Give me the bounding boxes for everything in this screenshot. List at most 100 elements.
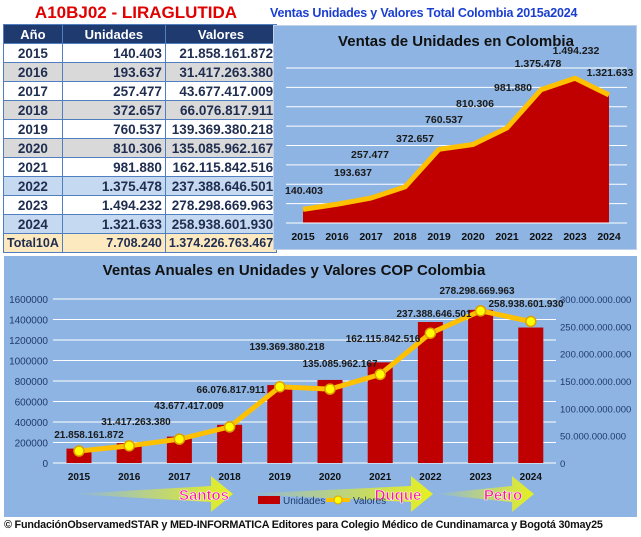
drug-title: A10BJ02 - LIRAGLUTIDA (34, 3, 238, 22)
cell-values: 258.938.601.930 (164, 214, 278, 234)
x-tick-label: 2022 (419, 472, 442, 483)
x-tick-label: 2021 (369, 472, 392, 483)
cell-units: 140.403 (61, 43, 166, 63)
cell-units: 257.477 (61, 81, 166, 101)
data-label: 257.477 (351, 149, 389, 161)
cell-year: 2023 (3, 195, 63, 215)
legend-valores-marker (333, 495, 343, 505)
units-values-combo-chart: Ventas Anuales en Unidades y Valores COP… (4, 256, 637, 517)
data-label: 1.494.232 (553, 45, 600, 57)
data-label: 1.321.633 (587, 67, 634, 79)
cell-year: 2019 (3, 119, 63, 139)
area-point-2024 (599, 95, 619, 223)
area-point-2018 (395, 187, 415, 223)
left-tick-label: 800000 (15, 377, 49, 388)
col-year: Año (3, 24, 63, 44)
table-row: 2022 1.375.478 237.388.646.501 (3, 176, 278, 196)
valores-marker-2015 (73, 445, 85, 457)
units-area-chart: Ventas de Unidades en Colombia 140.403 201… (273, 25, 637, 250)
cell-year: 2017 (3, 81, 63, 101)
x-tick-label: 2016 (325, 231, 349, 243)
cell-values: 237.388.646.501 (164, 176, 278, 196)
annotation-petro: Petro (484, 487, 522, 504)
cell-year: 2024 (3, 214, 63, 234)
legend-unidades-swatch (258, 496, 280, 504)
table-row: 2024 1.321.633 258.938.601.930 (3, 214, 278, 234)
x-tick-label: 2015 (291, 231, 315, 243)
data-label: 1.375.478 (515, 58, 562, 70)
cell-values: 135.085.962.167 (164, 138, 278, 158)
total-units: 7.708.240 (61, 233, 166, 253)
data-label: 43.677.417.009 (154, 401, 224, 412)
legend-valores-label: Valores (353, 496, 386, 507)
data-label: 760.537 (425, 114, 463, 126)
left-tick-label: 1000000 (9, 357, 48, 368)
cell-year: 2015 (3, 43, 63, 63)
units-line (302, 75, 611, 212)
chart-title: Ventas de Unidades en Colombia (338, 33, 575, 50)
left-tick-label: 400000 (15, 418, 49, 429)
cell-units: 1.375.478 (61, 176, 166, 196)
bar-unidades-2022 (417, 322, 443, 463)
x-tick-label: 2023 (563, 231, 587, 243)
bar-unidades-2023 (468, 309, 494, 463)
cell-year: 2020 (3, 138, 63, 158)
legend-unidades-label: Unidades (283, 496, 325, 507)
combo-svg: Ventas Anuales en Unidades y Valores COP… (9, 262, 631, 512)
sales-table: Año Unidades Valores 2015 140.403 21.858.1… (3, 24, 278, 253)
cell-values: 31.417.263.380 (164, 62, 278, 82)
left-tick-label: 1600000 (9, 295, 48, 306)
x-tick-label: 2020 (319, 472, 342, 483)
area-point-2019 (429, 149, 449, 223)
bar-unidades-2019 (267, 385, 293, 463)
left-tick-label: 1400000 (9, 316, 48, 327)
data-label: 66.076.817.911 (197, 385, 266, 396)
data-label: 140.403 (285, 185, 323, 197)
x-tick-label: 2023 (469, 472, 492, 483)
table-row: 2019 760.537 139.369.380.218 (3, 119, 278, 139)
area-point-2015 (293, 209, 313, 223)
cell-units: 372.657 (61, 100, 166, 120)
right-tick-label: 100.000.000.000 (560, 404, 631, 415)
table-row: 2015 140.403 21.858.161.872 (3, 43, 278, 63)
table-row: 2017 257.477 43.677.417.009 (3, 81, 278, 101)
data-label: 162.115.842.516 (346, 334, 421, 345)
table-row: 2018 372.657 66.076.817.911 (3, 100, 278, 120)
arrow-duque (241, 476, 433, 512)
left-tick-label: 0 (42, 459, 48, 470)
table-row: 2023 1.494.232 278.298.669.963 (3, 195, 278, 215)
area-point-2016 (327, 204, 347, 223)
data-label: 193.637 (334, 167, 372, 179)
valores-marker-2016 (123, 440, 135, 452)
area-point-2022 (531, 90, 551, 223)
section-title: Ventas Unidades y Valores Total Colombia… (270, 6, 578, 20)
valores-marker-2023 (474, 305, 487, 317)
cell-values: 278.298.669.963 (164, 195, 278, 215)
units-area-svg: Ventas de Unidades en Colombia 140.403 201… (285, 33, 634, 243)
data-label: 139.369.380.218 (249, 342, 325, 353)
cell-values: 21.858.161.872 (164, 43, 278, 63)
x-tick-label: 2018 (393, 231, 417, 243)
area-point-2017 (361, 198, 381, 223)
valores-marker-2022 (424, 327, 437, 339)
cell-units: 193.637 (61, 62, 166, 82)
x-tick-label: 2020 (461, 231, 485, 243)
x-tick-label: 2024 (597, 231, 621, 243)
right-tick-label: 0 (560, 459, 565, 470)
left-tick-label: 600000 (15, 398, 49, 409)
total-label: Total10A (3, 233, 63, 253)
x-tick-label: 2022 (529, 231, 553, 243)
data-label: 135.085.962.167 (302, 359, 378, 370)
table-row: 2021 981.880 162.115.842.516 (3, 157, 278, 177)
x-tick-label: 2018 (218, 472, 241, 483)
total-row: Total10A 7.708.240 1.374.226.763.467 (3, 233, 278, 253)
cell-year: 2022 (3, 176, 63, 196)
cell-year: 2018 (3, 100, 63, 120)
annotation-santos: Santos (179, 487, 229, 504)
right-tick-label: 200.000.000.000 (560, 350, 631, 361)
valores-marker-2021 (374, 368, 386, 381)
data-label: 278.298.669.963 (439, 286, 515, 297)
cell-units: 981.880 (61, 157, 166, 177)
right-tick-label: 300.000.000.000 (560, 295, 631, 306)
cell-values: 66.076.817.911 (164, 100, 278, 120)
